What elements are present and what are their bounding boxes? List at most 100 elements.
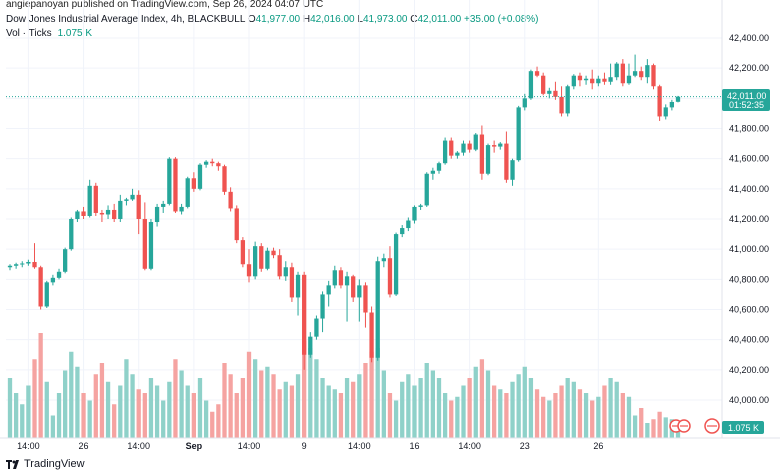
volume-bar — [663, 417, 668, 438]
candle-body — [669, 101, 675, 108]
volume-bar — [252, 359, 258, 438]
close-label: C — [410, 14, 418, 25]
candle — [363, 282, 368, 328]
y-tick-label: 41,200.00 — [729, 214, 769, 224]
volume-bar — [534, 389, 540, 438]
candle-body — [467, 143, 472, 150]
candle-body — [571, 75, 576, 87]
candle — [498, 142, 503, 150]
candle — [271, 247, 276, 259]
close-value: 42,011.00 — [417, 14, 462, 25]
candle — [332, 265, 337, 289]
candle-body — [614, 63, 619, 78]
x-tick-label: 9 — [302, 441, 307, 451]
volume-bar — [387, 393, 393, 438]
volume-bar — [583, 393, 589, 438]
candle-body — [498, 143, 503, 147]
volume-bar — [344, 378, 350, 438]
candle — [645, 59, 650, 84]
candle-body — [234, 208, 239, 241]
volume-value: 1.075 K — [57, 28, 93, 39]
volume-bar — [473, 366, 478, 438]
x-tick-label: Sep — [186, 441, 203, 451]
candle — [283, 261, 288, 281]
candle — [44, 280, 49, 308]
volume-bar — [308, 348, 313, 438]
y-tick-label: 41,400.00 — [729, 184, 769, 194]
candle-body — [277, 255, 282, 277]
candle — [38, 265, 43, 310]
volume-bar — [50, 415, 56, 438]
candle-body — [608, 77, 613, 82]
volume-bar — [320, 378, 325, 438]
candle — [259, 243, 264, 272]
candle — [185, 176, 190, 209]
volume-bar — [639, 408, 644, 438]
candle-body — [63, 249, 68, 272]
volume-bar — [265, 366, 270, 438]
candle-body — [154, 206, 160, 223]
candle — [632, 54, 638, 78]
candle-body — [455, 152, 460, 156]
candle — [99, 209, 105, 223]
candle-body — [626, 75, 632, 84]
volume-bar — [645, 423, 650, 438]
price-badge-countdown: 01:52:35 — [729, 100, 764, 110]
volume-bar — [75, 366, 80, 438]
candle-body — [577, 75, 583, 81]
candle — [614, 62, 619, 81]
volume-bar — [314, 359, 319, 438]
candle — [565, 84, 570, 117]
candle-body — [118, 200, 123, 219]
candle-body — [516, 107, 521, 161]
tradingview-brand[interactable]: TradingView — [24, 458, 85, 470]
candle-body — [651, 65, 656, 87]
candle-body — [541, 75, 546, 94]
high-value: 42,016.00 — [310, 14, 355, 25]
candle — [442, 137, 448, 165]
candle — [608, 63, 613, 85]
instrument-title[interactable]: Dow Jones Industrial Average Index, 4h, … — [6, 14, 246, 25]
candle — [240, 237, 246, 268]
candle — [320, 291, 325, 333]
tradingview-logo-icon — [6, 460, 19, 469]
candle — [314, 315, 319, 340]
volume-bar — [234, 393, 239, 438]
volume-bar — [283, 381, 288, 438]
candle-body — [387, 258, 393, 295]
volume-bar — [124, 359, 129, 438]
y-tick-label: 40,600.00 — [729, 305, 769, 315]
candle-body — [620, 63, 625, 84]
candle-body — [553, 90, 558, 97]
candle — [583, 75, 589, 85]
candle — [63, 247, 68, 274]
candle — [479, 125, 485, 180]
volume-bar — [461, 385, 466, 438]
candle — [228, 187, 233, 212]
price-axis: 40,000.00 40,200.00 40,400.00 40,600.00 40,8… — [721, 0, 769, 438]
candle — [596, 75, 601, 87]
volume-bar — [259, 370, 264, 438]
tradingview-footer: TradingView — [6, 458, 85, 470]
open-label: O — [247, 14, 256, 25]
volume-bar — [69, 351, 74, 438]
volume-bar — [179, 370, 184, 438]
candle-body — [504, 143, 509, 180]
economic-event-icon[interactable] — [704, 418, 720, 434]
volume-bar — [565, 378, 570, 438]
candle-body — [173, 158, 178, 212]
event-flag-icon[interactable] — [669, 419, 691, 433]
volume-bar — [492, 385, 497, 438]
candlesticks — [7, 54, 681, 370]
candle — [449, 137, 454, 159]
volume-bar — [56, 393, 62, 438]
volume-bar — [467, 378, 472, 438]
time-axis: 14:00 26 14:00 Sep 14:00 9 14:00 16 14:00 23 26 — [0, 437, 780, 451]
candle-body — [363, 285, 368, 313]
candle — [455, 151, 460, 159]
candle-body — [375, 261, 380, 358]
volume-bar — [81, 393, 86, 438]
candle — [130, 188, 135, 201]
volume-bar — [559, 385, 564, 438]
